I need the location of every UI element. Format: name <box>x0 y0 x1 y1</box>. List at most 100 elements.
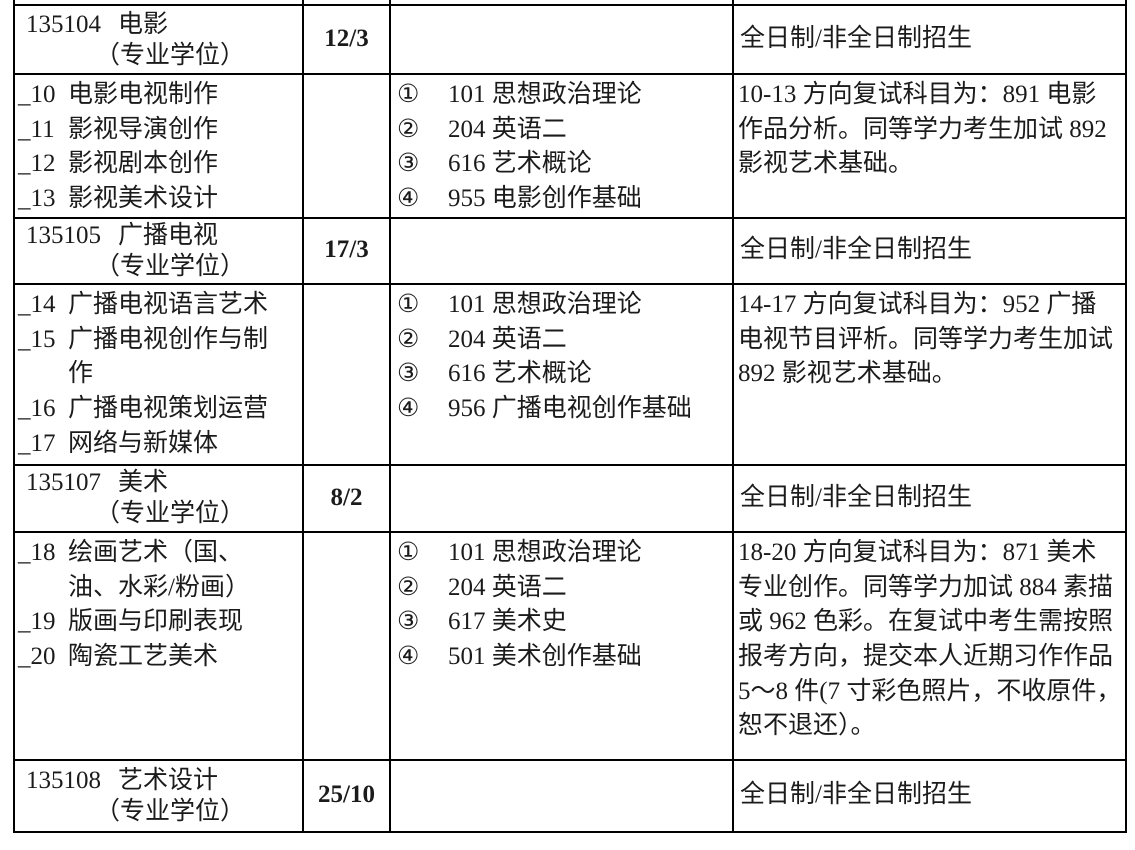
enrollment-note: 全日制/非全日制招生 <box>740 25 972 53</box>
detail-row: _10 电影电视制作 _11 影视导演创作 _12 影视剧本创作 _13 影视美术设计 ① 101… <box>13 73 1127 219</box>
circled-number-icon: ① <box>397 81 420 108</box>
direction-item: _11 影视导演创作 <box>16 113 301 148</box>
direction-name: 绘画艺术（国、 油、水彩/粉画） <box>68 536 301 605</box>
remark-line: 892 影视艺术基础。 <box>738 360 957 388</box>
quota-cell: 17/3 <box>302 216 391 285</box>
remark-line: 电视节目评析。同等学力考生加试 <box>738 325 1114 353</box>
direction-name: 影视导演创作 <box>68 113 301 148</box>
quota-cell-empty <box>302 282 391 466</box>
remark-text: 18-20 方向复试科目为：871 美术 专业创作。同等学力加试 884 素描或 … <box>735 534 1124 744</box>
subject-name: 616 艺术概论 <box>448 150 592 178</box>
direction-name-line: 网络与新媒体 <box>68 429 219 457</box>
program-name: 广播电视 <box>118 221 219 249</box>
direction-item: _12 影视剧本创作 <box>16 147 301 182</box>
program-row: 135107 美术 （专业学位） 8/2 全日制/非全日制招生 <box>13 463 1127 533</box>
subject-name: 617 美术史 <box>448 608 567 636</box>
direction-name: 广播电视语言艺术 <box>68 288 301 323</box>
program-name: 电影 <box>118 10 169 38</box>
subject-item: ② 204 英语二 <box>392 113 731 148</box>
directions-cell: _10 电影电视制作 _11 影视导演创作 _12 影视剧本创作 _13 影视美术设计 <box>13 73 304 219</box>
subject-name: 955 电影创作基础 <box>448 185 642 213</box>
direction-code: _20 <box>18 642 56 670</box>
direction-name-line: 广播电视策划运营 <box>68 394 269 422</box>
direction-item: _19 版画与印刷表现 <box>16 605 301 640</box>
remark-cell: 10-13 方向复试科目为：891 电影 作品分析。同等学力考生加试 892 影视艺… <box>732 73 1127 219</box>
remark-line: 专业创作。同等学力加试 884 素描 <box>738 573 1114 601</box>
direction-name: 陶瓷工艺美术 <box>68 640 301 675</box>
direction-item: _15 广播电视创作与制作 <box>16 323 301 392</box>
quota-cell: 25/10 <box>302 758 391 833</box>
direction-item: _20 陶瓷工艺美术 <box>16 640 301 675</box>
program-degree-label: （专业学位） <box>95 252 246 280</box>
quota-value: 12/3 <box>324 25 369 53</box>
direction-item: _17 网络与新媒体 <box>16 427 301 462</box>
subject-item: ② 204 英语二 <box>392 571 731 606</box>
program-code: 135104 <box>26 10 101 38</box>
quota-value: 25/10 <box>318 781 375 809</box>
quota-value: 8/2 <box>330 483 363 511</box>
program-title: 135108 艺术设计 （专业学位） <box>16 765 301 827</box>
program-line1: 135105 广播电视 <box>16 220 301 251</box>
program-name: 艺术设计 <box>118 766 219 794</box>
note-cell: 全日制/非全日制招生 <box>732 758 1127 833</box>
circled-number-icon: ③ <box>397 150 420 178</box>
subject-name: 501 美术创作基础 <box>448 642 642 670</box>
program-title: 135104 电影 （专业学位） <box>16 9 301 71</box>
circled-number-icon: ④ <box>397 642 420 670</box>
remark-line: 报考方向，提交本人近期习作作品 <box>738 642 1114 670</box>
subject-item: ② 204 英语二 <box>392 323 731 358</box>
remark-text: 14-17 方向复试科目为：952 广播 电视节目评析。同等学力考生加试 892 影… <box>735 286 1124 392</box>
program-degree-label: （专业学位） <box>95 797 246 825</box>
remark-line: 10-13 方向复试科目为：891 电影 <box>738 81 1097 108</box>
direction-name-line: 陶瓷工艺美术 <box>68 642 219 670</box>
direction-name: 影视美术设计 <box>68 182 301 216</box>
direction-code: _11 <box>18 115 55 143</box>
circled-number-icon: ③ <box>397 608 420 636</box>
circled-number-icon: ② <box>397 573 420 601</box>
spacer-row <box>13 0 1127 6</box>
program-title: 135105 广播电视 （专业学位） <box>16 220 301 282</box>
direction-code: _13 <box>18 185 56 213</box>
subject-item: ④ 955 电影创作基础 <box>392 182 731 216</box>
program-code: 135105 <box>26 221 101 249</box>
direction-name: 广播电视策划运营 <box>68 392 301 427</box>
quota-value: 17/3 <box>324 236 369 264</box>
subject-item: ③ 617 美术史 <box>392 605 731 640</box>
note-cell: 全日制/非全日制招生 <box>732 216 1127 285</box>
exam-subjects-cell-empty <box>389 463 734 533</box>
direction-name-line: 影视美术设计 <box>68 185 219 213</box>
subject-name: 204 英语二 <box>448 325 567 353</box>
direction-name: 影视剧本创作 <box>68 147 301 182</box>
subject-item: ③ 616 艺术概论 <box>392 147 731 182</box>
direction-name-line: 影视剧本创作 <box>68 150 219 178</box>
direction-code: _12 <box>18 150 56 178</box>
remark-line: 作品分析。同等学力考生加试 892 <box>738 115 1107 143</box>
program-title: 135107 美术 （专业学位） <box>16 467 301 529</box>
circled-number-icon: ④ <box>397 394 420 422</box>
remark-line: 影视艺术基础。 <box>738 150 914 178</box>
spacer-cell <box>302 0 391 6</box>
direction-name-line: 影视导演创作 <box>68 115 219 143</box>
circled-number-icon: ② <box>397 115 420 143</box>
program-cell: 135105 广播电视 （专业学位） <box>13 216 304 285</box>
admissions-table: 135104 电影 （专业学位） 12/3 全日制/非全日制招生 _10 电影电视制作 _11… <box>13 0 1127 833</box>
program-degree-label: （专业学位） <box>95 41 246 69</box>
remark-cell: 14-17 方向复试科目为：952 广播 电视节目评析。同等学力考生加试 892 影… <box>732 282 1127 466</box>
spacer-cell <box>389 0 734 6</box>
direction-item: _18 绘画艺术（国、 油、水彩/粉画） <box>16 536 301 605</box>
program-cell: 135107 美术 （专业学位） <box>13 463 304 533</box>
subject-name: 956 广播电视创作基础 <box>448 394 692 422</box>
program-cell: 135108 艺术设计 （专业学位） <box>13 758 304 833</box>
direction-code: _18 <box>18 538 56 566</box>
remark-line: 5～8 件(7 寸彩色照片，不收原件， <box>738 677 1122 705</box>
program-row: 135104 电影 （专业学位） 12/3 全日制/非全日制招生 <box>13 4 1127 75</box>
remark-cell: 18-20 方向复试科目为：871 美术 专业创作。同等学力加试 884 素描或 … <box>732 530 1127 761</box>
quota-cell: 8/2 <box>302 463 391 533</box>
direction-name-line: 油、水彩/粉画） <box>68 573 250 601</box>
quota-cell: 12/3 <box>302 4 391 75</box>
subject-item: ④ 956 广播电视创作基础 <box>392 392 731 427</box>
direction-name: 广播电视创作与制作 <box>68 323 301 392</box>
subject-item: ① 101 思想政治理论 <box>392 536 731 571</box>
note-cell: 全日制/非全日制招生 <box>732 463 1127 533</box>
quota-cell-empty <box>302 530 391 761</box>
